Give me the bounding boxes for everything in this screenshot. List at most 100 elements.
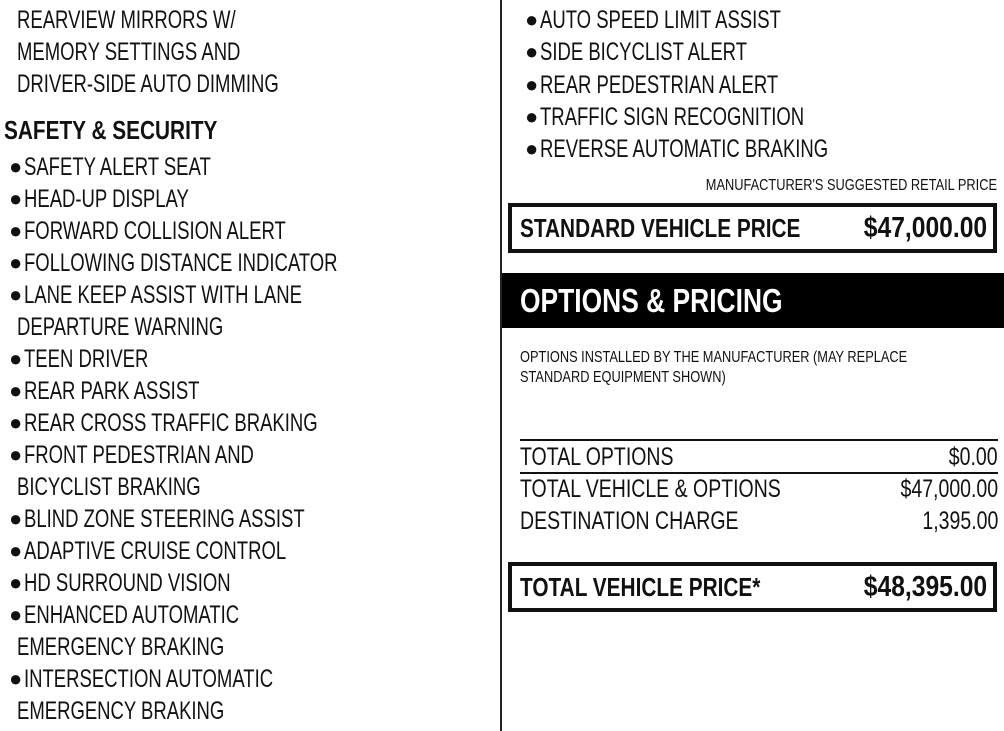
feature-text: HEAD-UP DISPLAY: [24, 185, 189, 213]
feature-list-continuation: DRIVER-SIDE AUTO DIMMING: [17, 68, 371, 100]
section-heading-text: SAFETY & SECURITY: [4, 115, 218, 145]
feature-list-continuation: DEPARTURE WARNING: [17, 311, 296, 343]
feature-list-item: ● TRAFFIC SIGN RECOGNITION: [525, 101, 897, 133]
feature-list-item: ● SAFETY ALERT SEAT: [9, 151, 276, 183]
feature-list-continuation: EMERGENCY BRAKING: [17, 695, 297, 727]
feature-text: REARVIEW MIRRORS W/: [17, 6, 236, 34]
feature-list-item: ● TEEN DRIVER: [9, 343, 192, 375]
feature-list-item: ● REVERSE AUTOMATIC BRAKING: [525, 133, 929, 165]
feature-list-item: ● INTERSECTION AUTOMATIC: [9, 663, 361, 695]
feature-list-item: ● FOLLOWING DISTANCE INDICATOR: [9, 247, 448, 279]
feature-text: ENHANCED AUTOMATIC: [24, 601, 240, 629]
summary-label: TOTAL OPTIONS: [520, 443, 674, 471]
bullet-icon: ●: [9, 538, 23, 563]
bullet-icon: ●: [525, 39, 539, 65]
bullet-icon: ●: [9, 506, 23, 531]
feature-list-item: ● REAR PARK ASSIST: [9, 375, 261, 407]
feature-text: SAFETY ALERT SEAT: [24, 153, 211, 181]
feature-text: LANE KEEP ASSIST WITH LANE: [24, 281, 302, 309]
feature-text: HD SURROUND VISION: [24, 569, 231, 597]
feature-text: INTERSECTION AUTOMATIC: [24, 665, 274, 693]
bullet-icon: ●: [9, 442, 23, 467]
bullet-icon: ●: [9, 250, 23, 275]
bullet-icon: ●: [9, 378, 23, 403]
feature-list-item: ● LANE KEEP ASSIST WITH LANE: [9, 279, 400, 311]
options-pricing-title: OPTIONS & PRICING: [520, 282, 783, 319]
standard-price-label-text: STANDARD VEHICLE PRICE: [520, 213, 801, 243]
total-price-value-text: $48,395.00: [863, 571, 987, 603]
summary-label: DESTINATION CHARGE: [520, 507, 739, 535]
standard-price-value-text: $47,000.00: [863, 212, 987, 244]
feature-text: BLIND ZONE STEERING ASSIST: [24, 505, 305, 533]
summary-row-total-options: TOTAL OPTIONS $0.00: [520, 441, 998, 473]
summary-row-destination-charge: DESTINATION CHARGE 1,395.00: [520, 505, 998, 537]
bullet-icon: ●: [525, 103, 539, 129]
feature-text: BICYCLIST BRAKING: [17, 473, 201, 501]
bullet-icon: ●: [9, 218, 23, 243]
feature-text: DEPARTURE WARNING: [17, 313, 224, 341]
options-note-line: OPTIONS INSTALLED BY THE MANUFACTURER (M…: [520, 349, 908, 366]
feature-list-item: ● HEAD-UP DISPLAY: [9, 183, 247, 215]
bullet-icon: ●: [9, 154, 23, 179]
feature-list-item: ● FRONT PEDESTRIAN AND: [9, 439, 335, 471]
bullet-icon: ●: [9, 666, 23, 691]
options-note: OPTIONS INSTALLED BY THE MANUFACTURER (M…: [520, 348, 1004, 388]
feature-text: REAR PARK ASSIST: [24, 377, 200, 405]
feature-text: ADAPTIVE CRUISE CONTROL: [24, 537, 287, 565]
feature-list-item: ● AUTO SPEED LIMIT ASSIST: [525, 4, 866, 36]
feature-list-item: ● SIDE BICYCLIST ALERT: [525, 36, 820, 68]
feature-text: MEMORY SETTINGS AND: [17, 38, 241, 66]
bullet-icon: ●: [9, 282, 23, 307]
total-vehicle-price-box: TOTAL VEHICLE PRICE* $48,395.00: [508, 562, 997, 612]
bullet-icon: ●: [9, 570, 23, 595]
feature-text: SIDE BICYCLIST ALERT: [540, 38, 748, 67]
feature-text: AUTO SPEED LIMIT ASSIST: [540, 6, 781, 34]
bullet-icon: ●: [525, 7, 539, 32]
feature-text: REVERSE AUTOMATIC BRAKING: [540, 135, 829, 164]
bullet-icon: ●: [9, 186, 23, 211]
feature-text: TEEN DRIVER: [24, 345, 149, 373]
bullet-icon: ●: [9, 346, 23, 371]
summary-value: $0.00: [949, 443, 998, 471]
summary-top-rule: [520, 439, 998, 441]
feature-list-item: ● REAR PEDESTRIAN ALERT: [525, 69, 862, 101]
bullet-icon: ●: [9, 602, 23, 627]
summary-value: $47,000.00: [900, 475, 998, 503]
feature-text: FOLLOWING DISTANCE INDICATOR: [24, 249, 338, 277]
summary-value: 1,395.00: [922, 507, 998, 535]
total-price-label-text: TOTAL VEHICLE PRICE*: [520, 572, 761, 602]
summary-mid-rule: [520, 472, 998, 474]
standard-price-value: $47,000.00: [842, 207, 987, 249]
summary-label: TOTAL VEHICLE & OPTIONS: [520, 475, 781, 503]
feature-list-item: ● FORWARD COLLISION ALERT: [9, 215, 378, 247]
summary-row-total-vehicle-options: TOTAL VEHICLE & OPTIONS $47,000.00: [520, 473, 998, 505]
options-pricing-header: OPTIONS & PRICING: [502, 273, 1004, 328]
msrp-label-text: MANUFACTURER'S SUGGESTED RETAIL PRICE: [705, 177, 997, 194]
options-note-line: STANDARD EQUIPMENT SHOWN): [520, 369, 726, 386]
bullet-icon: ●: [525, 71, 539, 97]
bullet-icon: ●: [525, 136, 539, 162]
feature-list-item: ● REAR CROSS TRAFFIC BRAKING: [9, 407, 421, 439]
feature-list-continuation: EMERGENCY BRAKING: [17, 631, 297, 663]
standard-price-label: STANDARD VEHICLE PRICE: [520, 207, 871, 249]
feature-list-continuation: REARVIEW MIRRORS W/: [17, 4, 312, 36]
total-price-label: TOTAL VEHICLE PRICE*: [520, 566, 821, 608]
feature-text: EMERGENCY BRAKING: [17, 633, 225, 661]
feature-list-item: ● HD SURROUND VISION: [9, 567, 303, 599]
bullet-icon: ●: [9, 410, 23, 435]
feature-text: REAR PEDESTRIAN ALERT: [540, 70, 779, 99]
feature-list-continuation: MEMORY SETTINGS AND: [17, 36, 319, 68]
feature-text: EMERGENCY BRAKING: [17, 697, 225, 725]
feature-text: FRONT PEDESTRIAN AND: [24, 441, 254, 469]
feature-list-item: ● BLIND ZONE STEERING ASSIST: [9, 503, 403, 535]
feature-text: FORWARD COLLISION ALERT: [24, 217, 286, 245]
section-heading-safety-security: SAFETY & SECURITY: [4, 114, 271, 146]
feature-text: REAR CROSS TRAFFIC BRAKING: [24, 409, 318, 437]
total-price-value: $48,395.00: [842, 566, 987, 608]
msrp-label: MANUFACTURER'S SUGGESTED RETAIL PRICE: [633, 177, 997, 195]
feature-list-continuation: BICYCLIST BRAKING: [17, 471, 265, 503]
standard-vehicle-price-box: STANDARD VEHICLE PRICE $47,000.00: [508, 203, 997, 253]
column-divider: [500, 0, 502, 731]
feature-list-item: ● ADAPTIVE CRUISE CONTROL: [9, 535, 378, 567]
feature-list-item: ● ENHANCED AUTOMATIC: [9, 599, 315, 631]
